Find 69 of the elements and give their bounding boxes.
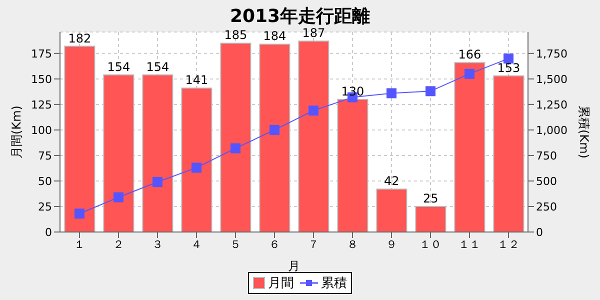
x-tick-label: ４ (191, 238, 202, 251)
bar (376, 188, 408, 232)
data-label: 187 (302, 26, 326, 40)
y2-tick-label: 250 (536, 200, 557, 214)
data-label: 154 (107, 60, 130, 74)
y2-tick-label: 500 (536, 174, 557, 188)
y-tick-label: 25 (38, 200, 52, 214)
chart-title: 2013年走行距離 (228, 5, 372, 28)
y-tick-label: 175 (31, 47, 52, 60)
data-label: 42 (384, 174, 400, 188)
x-tick-label: ２ (113, 238, 124, 251)
x-tick-label: ６ (269, 238, 280, 251)
data-label: 25 (423, 191, 438, 206)
point (308, 106, 318, 116)
point (114, 192, 124, 202)
bar (493, 75, 524, 232)
y-tick-label: 125 (31, 98, 52, 112)
bar (337, 98, 368, 232)
bar (181, 88, 212, 232)
bar (220, 42, 252, 232)
y-axis-title: 月間(Km) (9, 106, 24, 158)
bar (64, 46, 96, 232)
point (504, 54, 514, 64)
data-label: 141 (185, 73, 208, 88)
legend-label: 月間 (268, 275, 294, 292)
data-label: 166 (458, 48, 482, 62)
y-tick-label: 0 (45, 226, 52, 239)
data-label: 130 (341, 84, 364, 98)
y2-tick-label: 1,750 (536, 47, 568, 60)
x-axis-title: 月 (288, 259, 300, 273)
y2-tick-label: 1,000 (536, 124, 568, 137)
point (74, 208, 84, 219)
point (270, 124, 280, 135)
point (152, 177, 162, 187)
x-tick-label: ７ (308, 238, 319, 251)
data-label: 154 (146, 60, 170, 74)
y-tick-label: 75 (38, 149, 52, 162)
data-label: 182 (68, 31, 92, 46)
bar (259, 44, 290, 232)
bar (454, 62, 486, 232)
point (386, 88, 396, 98)
bar (103, 74, 134, 232)
bar (298, 40, 330, 232)
y-tick-label: 150 (31, 72, 52, 86)
y2-tick-label: 750 (536, 149, 557, 162)
data-label: 184 (263, 29, 286, 44)
x-tick-label: ３ (152, 238, 163, 251)
point (192, 162, 202, 173)
y-tick-label: 100 (31, 124, 52, 137)
data-label: 185 (224, 28, 248, 42)
bar (415, 206, 446, 232)
x-tick-label: ５ (230, 238, 241, 251)
y2-tick-label: 1,500 (536, 72, 568, 86)
x-tick-label: ９ (386, 238, 397, 251)
point (426, 86, 436, 96)
legend-label: 累積 (321, 275, 347, 292)
bar (142, 74, 174, 232)
y2-tick-label: 0 (536, 226, 543, 239)
x-tick-label: １０ (420, 238, 442, 251)
y-tick-label: 50 (38, 174, 52, 188)
x-tick-label: １ (74, 238, 85, 251)
y2-tick-label: 1,250 (536, 98, 568, 112)
data-label: 153 (497, 60, 520, 75)
x-tick-label: ８ (347, 238, 358, 251)
x-tick-label: １２ (498, 238, 520, 251)
point (230, 143, 240, 154)
y2-axis-title: 累積(Km) (576, 106, 591, 158)
x-tick-label: １１ (458, 238, 480, 251)
point (464, 68, 474, 79)
